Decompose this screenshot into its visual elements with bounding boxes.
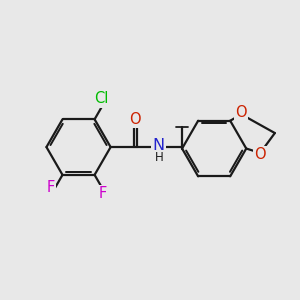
Text: F: F [47,180,55,195]
Text: O: O [130,112,141,127]
Text: N: N [152,138,164,153]
Text: O: O [254,147,266,162]
Text: O: O [236,105,247,120]
Text: H: H [155,151,164,164]
Text: F: F [98,186,106,201]
Text: Cl: Cl [94,92,108,106]
